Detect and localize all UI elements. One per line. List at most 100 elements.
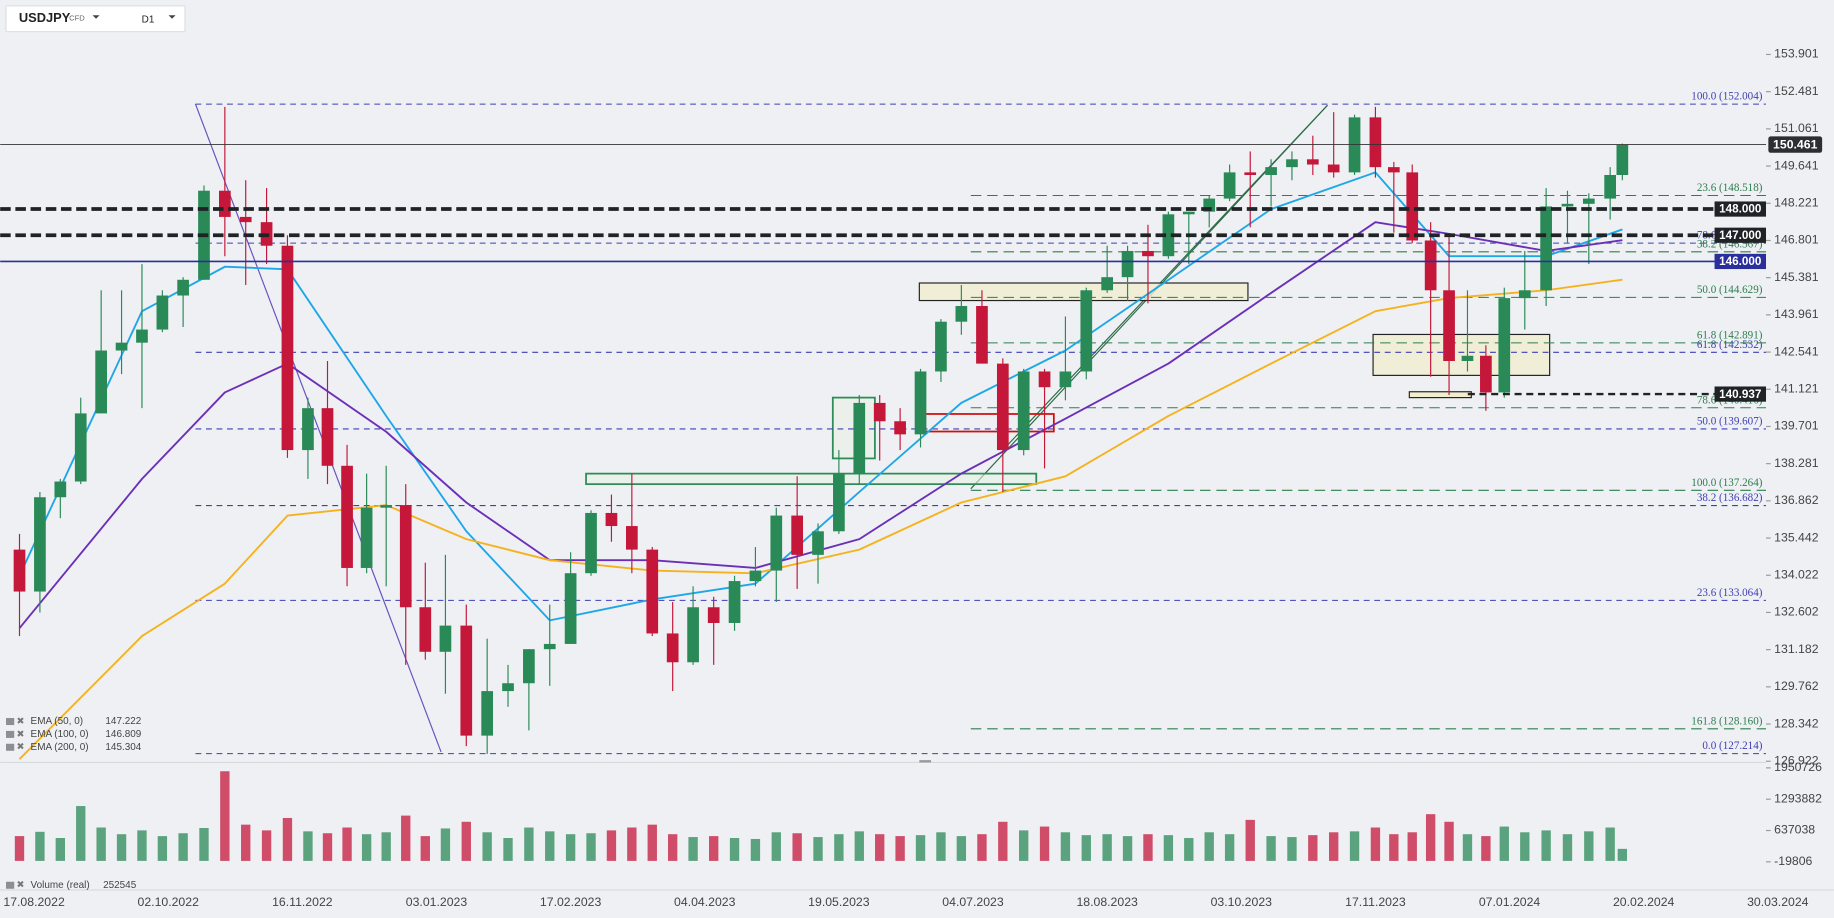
volume-bar [157, 836, 168, 861]
volume-bar [1370, 827, 1381, 861]
candle-body [833, 473, 845, 532]
volume-bar [750, 838, 761, 861]
candle-body [1306, 159, 1319, 165]
legend-icon[interactable] [6, 718, 15, 726]
candle-body [1142, 250, 1154, 257]
volume-tick-label: 637038 [1774, 823, 1815, 837]
candle-body [74, 413, 87, 482]
candle-body [1540, 206, 1552, 291]
volume-bar [241, 824, 251, 861]
volume-bar [55, 838, 66, 861]
y-tick-label: 138.281 [1774, 456, 1819, 470]
ema-layer [18, 171, 1623, 760]
instrument-type: CFD [69, 14, 85, 23]
level-label-box [1714, 386, 1767, 402]
volume-bar [322, 833, 333, 861]
volume-bar [1605, 827, 1615, 861]
zone-box [585, 472, 1038, 486]
legend-name: EMA (100, 0) [31, 729, 89, 740]
x-tick-label: 03.01.2023 [406, 895, 468, 909]
volume-bar [303, 831, 313, 861]
volume-bar [1462, 834, 1473, 861]
candle-body [812, 531, 824, 555]
volume-bar [1060, 832, 1071, 861]
candle-body [1101, 277, 1113, 291]
legend-icon[interactable] [6, 881, 15, 889]
panel-resize-handle[interactable] [919, 760, 932, 763]
symbol[interactable]: USDJPY [19, 10, 71, 25]
volume-legend-name: Volume (real) [31, 880, 90, 891]
symbol-header: USDJPY CFD D1 [5, 5, 186, 33]
volume-bar [137, 830, 147, 861]
header-box [5, 5, 186, 33]
candle-body [770, 515, 783, 571]
candle-body [380, 505, 393, 508]
y-tick-label: 146.801 [1774, 233, 1819, 247]
y-tick-label: 136.862 [1774, 493, 1819, 507]
volume-bar [1245, 819, 1255, 861]
legend-icon[interactable] [6, 743, 15, 751]
volume-bar [1617, 848, 1628, 861]
fib-label: 61.8 (142.532) [1697, 339, 1763, 351]
volume-legend-value: 252545 [103, 880, 137, 891]
x-tick-label: 04.07.2023 [942, 895, 1004, 909]
candle-body [626, 526, 638, 550]
dropdown-arrow[interactable] [168, 15, 176, 19]
fib-label: 100.0 (137.264) [1691, 477, 1762, 489]
legend-close: ✖ [17, 729, 25, 739]
candle-body [13, 549, 26, 592]
y-tick-label: 132.602 [1774, 605, 1819, 619]
candle-body [1162, 214, 1175, 257]
x-tick-label: 16.11.2022 [272, 895, 333, 909]
x-tick-label: 19.05.2023 [808, 895, 870, 909]
y-tick-label: 129.762 [1774, 679, 1819, 693]
candle-body [1080, 290, 1093, 372]
last-price-label: 150.461 [1773, 137, 1818, 151]
volume-bar [1349, 831, 1360, 861]
candle-body [302, 408, 314, 451]
fib-label: 23.6 (148.518) [1697, 182, 1763, 194]
x-tick-label: 20.02.2024 [1613, 895, 1675, 909]
volume-bar [771, 832, 781, 861]
candle-body [34, 497, 46, 592]
candle-body [1582, 198, 1595, 204]
candle-body [481, 691, 494, 736]
volume-tick-label: 1293882 [1774, 791, 1822, 805]
legend-close: ✖ [17, 742, 25, 752]
level-label-box [1714, 227, 1767, 243]
volume-bar [1163, 835, 1174, 861]
volume-bar [282, 817, 293, 861]
candle-body [1223, 172, 1236, 199]
candle-body [219, 190, 231, 217]
candle-body [341, 465, 353, 568]
timeframe[interactable]: D1 [142, 15, 155, 26]
volume-bar [998, 821, 1008, 861]
volume-bar [956, 836, 967, 861]
legend-value: 145.304 [105, 742, 141, 753]
volume-bar [1143, 834, 1153, 861]
level-label: 147.000 [1719, 229, 1762, 242]
volume-bar [361, 834, 372, 861]
volume-bar [1584, 831, 1594, 861]
dropdown-arrow[interactable] [92, 15, 100, 19]
candle-body [177, 279, 189, 296]
volume-bar [936, 832, 946, 861]
fib-label: 38.2 (136.682) [1697, 492, 1763, 504]
volume-bar [178, 833, 188, 861]
legend-icon[interactable] [6, 730, 15, 738]
candle-body [1424, 240, 1437, 291]
candle-body [955, 305, 968, 322]
y-tick-label: 128.342 [1774, 716, 1819, 730]
x-tick-label: 02.10.2022 [138, 895, 200, 909]
x-tick-label: 17.02.2023 [540, 895, 602, 909]
volume-bar [1541, 830, 1551, 861]
candle-body [54, 481, 67, 498]
volume-bar [1444, 821, 1454, 861]
legend: ✖ EMA (50, 0) 147.222 ✖ EMA (100, 0) 146.809 ✖… [6, 716, 142, 891]
volume-bar [342, 827, 352, 861]
volume-bar [220, 771, 230, 861]
candle-body [321, 408, 334, 466]
candle-body [523, 649, 535, 684]
